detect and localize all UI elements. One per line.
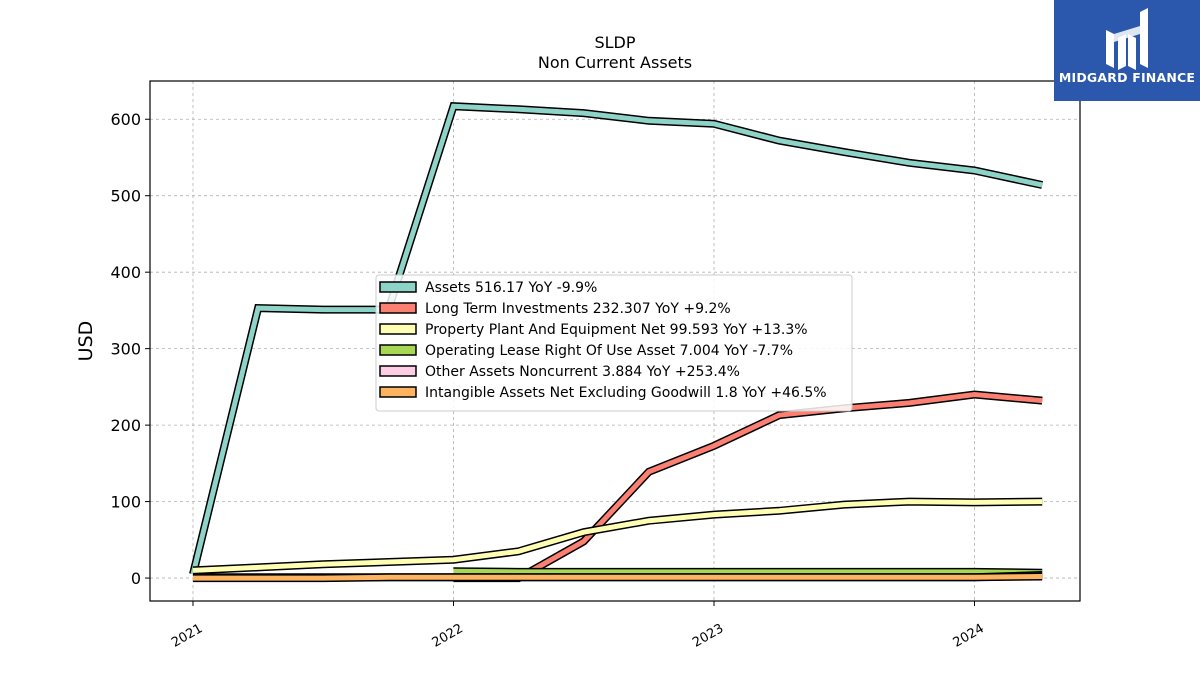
legend-swatch — [379, 386, 417, 398]
series-line — [190, 103, 1043, 575]
legend-label: Assets 516.17 YoY -9.9% — [425, 280, 597, 296]
y-tick-label: 400 — [110, 263, 141, 282]
y-tick-label: 200 — [110, 416, 141, 435]
chart-title: SLDP — [594, 33, 635, 52]
legend-swatch — [379, 281, 417, 293]
series-line — [453, 568, 1043, 576]
series-line-outline — [453, 390, 1043, 583]
x-tick-label: 2024 — [951, 621, 987, 651]
y-tick-label: 300 — [110, 340, 141, 359]
y-tick-label: 500 — [110, 187, 141, 206]
plot-frame — [149, 80, 1081, 602]
series-line-outline — [192, 497, 1043, 575]
x-tick-label: 2021 — [169, 621, 205, 651]
y-tick-label: 100 — [110, 493, 141, 512]
x-tick-label: 2022 — [430, 621, 466, 651]
legend-label: Long Term Investments 232.307 YoY +9.2% — [425, 301, 731, 317]
legend-box — [375, 274, 853, 412]
series-line — [193, 574, 1043, 581]
series-line — [453, 391, 1043, 581]
y-tick-label: 600 — [110, 110, 141, 129]
y-axis-label: USD — [75, 321, 97, 362]
logo-text: MIDGARD FINANCE — [1058, 70, 1196, 85]
legend-label: Other Assets Noncurrent 3.884 YoY +253.4… — [425, 364, 740, 380]
y-tick-label: 0 — [131, 569, 141, 588]
chart-subtitle: Non Current Assets — [538, 53, 692, 72]
legend-swatch — [379, 302, 417, 314]
legend-swatch — [379, 344, 417, 356]
x-tick-label: 2023 — [690, 621, 726, 651]
legend: Assets 516.17 YoY -9.9% Long Term Investm… — [375, 274, 853, 412]
series-lines — [189, 102, 1044, 583]
legend-label: Intangible Assets Net Excluding Goodwill… — [425, 385, 827, 401]
logo-mark-icon — [1106, 8, 1148, 70]
legend-label: Operating Lease Right Of Use Asset 7.004… — [425, 343, 793, 359]
brand-logo: MIDGARD FINANCE — [1054, 0, 1200, 101]
legend-swatch — [379, 323, 417, 335]
legend-swatch — [379, 365, 417, 377]
series-line — [192, 499, 1043, 573]
legend-label: Property Plant And Equipment Net 99.593 … — [425, 322, 808, 338]
